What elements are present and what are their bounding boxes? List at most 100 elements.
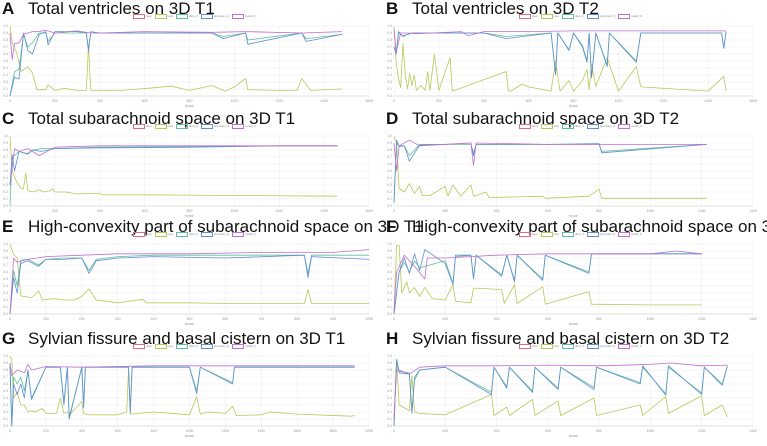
svg-text:0.5: 0.5 bbox=[387, 169, 392, 173]
legend-swatch bbox=[176, 231, 189, 237]
legend-item-step[interactable]: step bbox=[519, 13, 538, 19]
svg-text:epoch: epoch bbox=[569, 104, 579, 108]
svg-text:100: 100 bbox=[43, 317, 49, 321]
legend-item-precision-0[interactable]: precision_0 bbox=[200, 123, 230, 129]
legend-item-dice-0[interactable]: dice_0 bbox=[176, 123, 198, 129]
series-line-loss bbox=[9, 25, 343, 92]
legend-item-precision-0[interactable]: precision_0 bbox=[586, 343, 615, 349]
legend-label: dice_0 bbox=[575, 14, 584, 18]
legend-swatch bbox=[562, 231, 575, 237]
svg-text:0.9: 0.9 bbox=[387, 249, 392, 253]
svg-text:0.2: 0.2 bbox=[3, 190, 8, 194]
legend-item-loss[interactable]: loss bbox=[540, 123, 559, 129]
chart-panel-f: F High-convexity part of subarachnoid spa… bbox=[384, 217, 767, 329]
series-line-loss bbox=[393, 244, 702, 315]
svg-text:500: 500 bbox=[187, 317, 193, 321]
svg-text:0.5: 0.5 bbox=[387, 277, 392, 281]
legend-swatch bbox=[540, 231, 553, 237]
legend-item-dice-0[interactable]: dice_0 bbox=[562, 123, 584, 129]
svg-text:0.2: 0.2 bbox=[387, 80, 392, 84]
svg-text:0.2: 0.2 bbox=[3, 80, 8, 84]
svg-text:0.8: 0.8 bbox=[3, 38, 8, 42]
svg-text:0.7: 0.7 bbox=[3, 375, 8, 379]
legend-item-loss[interactable]: loss bbox=[154, 123, 174, 129]
legend-swatch bbox=[232, 343, 245, 349]
legend-item-loss[interactable]: loss bbox=[540, 343, 559, 349]
chart-legend: step loss dice_0 precision_0 recall_0 bbox=[133, 123, 256, 129]
svg-text:0.4: 0.4 bbox=[387, 284, 392, 288]
svg-text:0.0: 0.0 bbox=[387, 204, 392, 208]
legend-item-recall-0[interactable]: recall_0 bbox=[618, 343, 642, 349]
svg-text:0.6: 0.6 bbox=[3, 382, 8, 386]
legend-swatch bbox=[232, 123, 245, 129]
legend-item-loss[interactable]: loss bbox=[540, 231, 559, 237]
series-line-precision-0 bbox=[393, 359, 728, 427]
legend-item-precision-0[interactable]: precision_0 bbox=[200, 343, 229, 349]
series-line-loss bbox=[9, 355, 355, 417]
chart-legend: step loss dice_0 precision_0 recall_0 bbox=[519, 231, 642, 237]
legend-item-step[interactable]: step bbox=[133, 343, 152, 349]
panel-letter: B bbox=[386, 0, 399, 18]
legend-item-step[interactable]: step bbox=[519, 231, 538, 237]
svg-text:1600: 1600 bbox=[293, 429, 301, 433]
legend-swatch bbox=[133, 343, 145, 349]
legend-item-precision-0[interactable]: precision_0 bbox=[586, 123, 615, 129]
legend-item-recall-0[interactable]: recall_0 bbox=[232, 123, 256, 129]
legend-item-precision-0[interactable]: precision_0 bbox=[586, 231, 615, 237]
legend-item-dice-0[interactable]: dice_0 bbox=[176, 13, 198, 19]
legend-item-step[interactable]: step bbox=[133, 13, 152, 19]
legend-item-dice-0[interactable]: dice_0 bbox=[562, 13, 584, 19]
legend-label: loss bbox=[167, 124, 174, 128]
svg-text:800: 800 bbox=[571, 99, 577, 103]
legend-item-recall-0[interactable]: recall_0 bbox=[618, 123, 642, 129]
legend-item-step[interactable]: step bbox=[133, 123, 152, 129]
chart-title-text: Sylvian fissure and basal cistern on 3D … bbox=[412, 329, 730, 348]
svg-text:0.7: 0.7 bbox=[387, 45, 392, 49]
svg-text:1200: 1200 bbox=[698, 317, 706, 321]
svg-text:0.4: 0.4 bbox=[387, 176, 392, 180]
legend-item-precision-0[interactable]: precision_0 bbox=[586, 13, 615, 19]
legend-item-precision-0[interactable]: precision_0 bbox=[200, 231, 229, 237]
legend-item-dice-0[interactable]: dice_0 bbox=[562, 231, 584, 237]
legend-label: loss bbox=[167, 14, 174, 18]
legend-item-loss[interactable]: loss bbox=[154, 343, 174, 349]
legend-item-recall-0[interactable]: recall_0 bbox=[232, 231, 256, 237]
legend-item-loss[interactable]: loss bbox=[540, 13, 559, 19]
legend-item-recall-0[interactable]: recall_0 bbox=[618, 13, 642, 19]
svg-text:0.2: 0.2 bbox=[3, 298, 8, 302]
legend-label: recall_0 bbox=[245, 124, 256, 128]
legend-item-step[interactable]: step bbox=[133, 231, 152, 237]
svg-text:200: 200 bbox=[442, 209, 448, 213]
svg-text:0: 0 bbox=[9, 429, 11, 433]
legend-item-precision-0[interactable]: precision_0 bbox=[200, 13, 229, 19]
legend-item-dice-0[interactable]: dice_0 bbox=[176, 231, 198, 237]
svg-text:epoch: epoch bbox=[569, 434, 579, 438]
legend-item-dice-0[interactable]: dice_0 bbox=[176, 343, 198, 349]
legend-swatch bbox=[200, 13, 213, 19]
legend-swatch bbox=[133, 13, 145, 19]
legend-item-dice-0[interactable]: dice_0 bbox=[562, 343, 584, 349]
legend-label: loss bbox=[167, 344, 174, 348]
panel-letter: H bbox=[386, 329, 399, 348]
series-line-precision-0 bbox=[9, 254, 370, 315]
legend-item-step[interactable]: step bbox=[519, 123, 538, 129]
svg-text:0.5: 0.5 bbox=[3, 169, 8, 173]
svg-text:0.2: 0.2 bbox=[3, 410, 8, 414]
chart-title: E High-convexity part of subarachnoid spa… bbox=[2, 217, 424, 237]
svg-text:0.6: 0.6 bbox=[387, 52, 392, 56]
svg-text:0.7: 0.7 bbox=[3, 45, 8, 49]
legend-item-recall-0[interactable]: recall_0 bbox=[618, 231, 642, 237]
legend-label: dice_0 bbox=[189, 232, 198, 236]
legend-item-recall-0[interactable]: recall_0 bbox=[232, 13, 256, 19]
svg-text:600: 600 bbox=[142, 209, 148, 213]
svg-text:1.0: 1.0 bbox=[387, 354, 392, 358]
legend-item-loss[interactable]: loss bbox=[154, 231, 173, 237]
legend-item-loss[interactable]: loss bbox=[154, 13, 174, 19]
series-line-precision-0 bbox=[9, 362, 355, 427]
chart-legend: step loss dice_0 precision_0 recall_0 bbox=[519, 123, 642, 129]
chart-panel-c: C Total subarachnoid space on 3D T1 step lo… bbox=[0, 109, 383, 221]
legend-item-step[interactable]: step bbox=[519, 343, 538, 349]
legend-item-recall-0[interactable]: recall_0 bbox=[232, 343, 256, 349]
chart-title-text: High-convexity part of subarachnoid spac… bbox=[412, 217, 767, 236]
legend-label: precision_0 bbox=[213, 124, 230, 128]
